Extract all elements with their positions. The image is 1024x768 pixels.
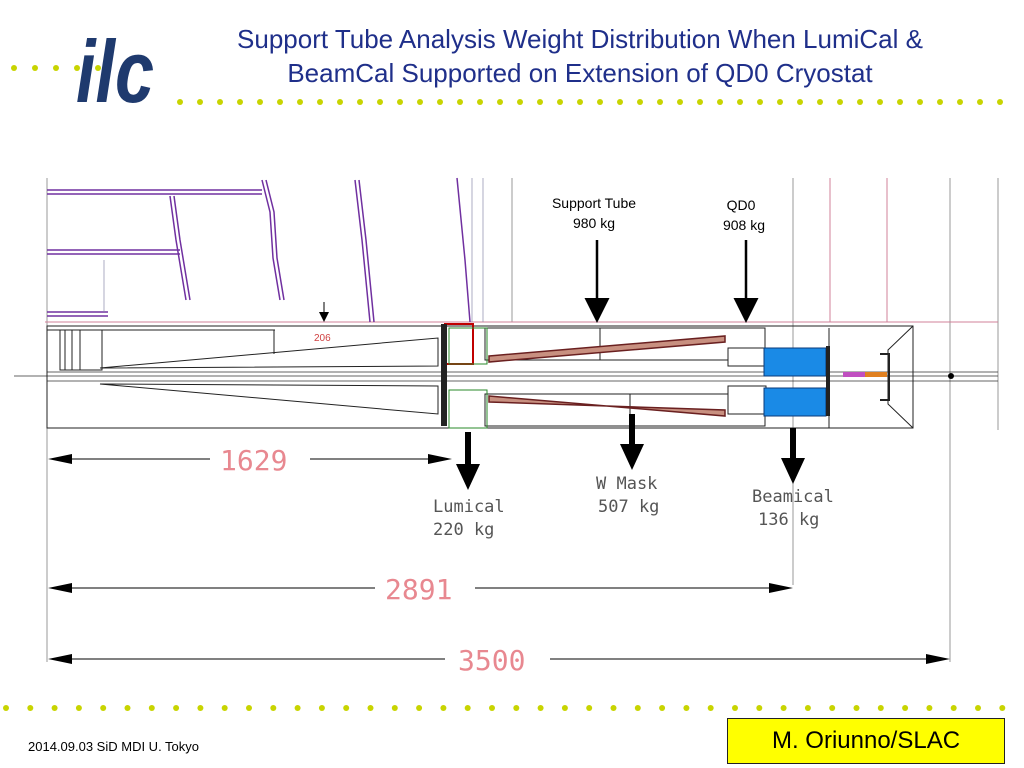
support-tube-body [46,325,914,429]
dimension-2891: 2891 [385,573,452,606]
pink-frame-lines [45,178,998,323]
beam-pipe-cone [99,337,439,415]
footer-date: 2014.09.03 SiD MDI U. Tokyo [28,739,200,754]
gap-dimension: 206 [314,302,331,344]
ilc-logo-text: ilc [76,22,154,110]
support-tube-weight: 980 kg [573,215,615,231]
title-line-1: Support Tube Analysis Weight Distributio… [237,24,923,54]
top-load-arrows [584,240,759,323]
dimension-labels: 1629 2891 3500 [220,444,525,677]
qd0-label: QD0 [727,197,756,213]
author-badge: M. Oriunno/SLAC [727,718,1005,764]
dotted-rule-bottom [3,705,1006,711]
beamcal-block [727,325,954,429]
page-title: Support Tube Analysis Weight Distributio… [180,22,980,90]
lumical-block [441,323,488,429]
w-mask [488,335,726,417]
dimension-3500: 3500 [458,644,525,677]
w-mask-weight: 507 kg [598,497,659,517]
lumical-label: Lumical [433,497,505,517]
bottom-load-labels: Lumical 220 kg W Mask 507 kg Beamical 13… [433,474,834,540]
lumical-weight: 220 kg [433,520,494,540]
frame-lines [46,178,999,662]
detector-thin-lines [103,178,484,322]
dotted-rule-top [11,65,1003,105]
beam-axis [14,371,998,382]
title-line-2: BeamCal Supported on Extension of QD0 Cr… [287,58,873,88]
dimension-1629: 1629 [220,444,287,477]
dimension-arrowheads [48,454,950,664]
beamcal-label: Beamical [752,487,834,507]
beamcal-weight: 136 kg [758,510,819,530]
qd0-weight: 908 kg [723,217,765,233]
gap-label: 206 [314,333,331,344]
dimension-lines [68,458,930,660]
support-tube-label: Support Tube [552,195,636,211]
bottom-load-arrows [456,414,805,490]
detector-layers [47,177,471,323]
ilc-logo: ilc [76,22,154,110]
w-mask-label: W Mask [596,474,657,494]
